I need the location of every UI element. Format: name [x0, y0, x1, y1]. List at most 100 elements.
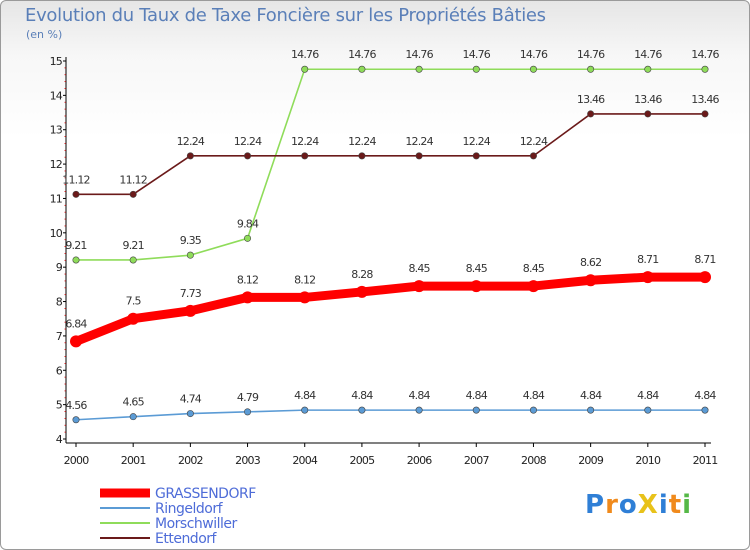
data-label-ettendorf: 12.24 — [463, 135, 491, 148]
data-label-grassendorf: 8.71 — [637, 253, 658, 266]
x-tick-label: 2009 — [578, 454, 604, 467]
data-point-ringeldorf — [529, 406, 537, 414]
data-label-grassendorf: 8.62 — [580, 256, 601, 269]
data-label-ringeldorf: 4.84 — [294, 389, 316, 402]
data-point-ringeldorf — [587, 406, 595, 414]
data-label-morschwiller: 14.76 — [634, 48, 662, 61]
data-label-grassendorf: 7.73 — [180, 287, 202, 300]
data-label-ringeldorf: 4.74 — [180, 393, 202, 406]
data-point-morschwiller — [72, 256, 80, 264]
data-point-morschwiller — [587, 65, 595, 73]
data-point-ettendorf — [472, 152, 480, 160]
legend-label-ringeldorf: Ringeldorf — [155, 501, 224, 517]
data-point-ettendorf — [129, 190, 137, 198]
data-point-ringeldorf — [301, 406, 309, 414]
data-point-morschwiller — [415, 65, 423, 73]
data-label-ettendorf: 12.24 — [520, 135, 548, 148]
data-point-morschwiller — [244, 234, 252, 242]
data-label-morschwiller: 14.76 — [291, 48, 319, 61]
x-tick-label: 2011 — [693, 454, 718, 467]
x-tick-label: 2008 — [521, 454, 547, 467]
data-label-grassendorf: 8.12 — [294, 273, 315, 286]
data-point-morschwiller — [129, 256, 137, 264]
series-line-grassendorf — [71, 272, 710, 346]
data-point-morschwiller — [644, 65, 652, 73]
proxiti-logo: ProXiti — [585, 490, 692, 520]
y-tick-label: 5 — [56, 399, 63, 412]
data-label-ringeldorf: 4.65 — [123, 396, 145, 409]
data-point-grassendorf — [298, 291, 311, 304]
y-tick-label: 14 — [50, 89, 63, 102]
y-tick-label: 9 — [56, 261, 63, 274]
data-point-ettendorf — [358, 152, 366, 160]
data-label-morschwiller: 9.21 — [65, 239, 86, 252]
data-point-grassendorf — [584, 274, 597, 287]
data-point-ringeldorf — [244, 408, 252, 416]
data-label-morschwiller: 14.76 — [348, 48, 376, 61]
data-label-grassendorf: 6.84 — [65, 317, 87, 330]
logo-letter: i — [682, 490, 693, 520]
data-point-grassendorf — [241, 291, 254, 304]
data-label-grassendorf: 7.5 — [126, 295, 142, 308]
data-point-ringeldorf — [358, 406, 366, 414]
logo-letter: t — [668, 490, 683, 520]
data-label-ringeldorf: 4.84 — [408, 389, 430, 402]
data-label-morschwiller: 9.35 — [180, 234, 202, 247]
legend-label-morschwiller: Morschwiller — [155, 516, 237, 532]
data-label-morschwiller: 14.76 — [405, 48, 433, 61]
data-label-ettendorf: 13.46 — [691, 93, 719, 106]
logo-letter: r — [605, 490, 619, 520]
data-label-ettendorf: 12.24 — [405, 135, 433, 148]
data-point-ringeldorf — [186, 410, 194, 418]
logo-letter: P — [585, 490, 606, 520]
data-label-grassendorf: 8.12 — [237, 273, 258, 286]
data-point-morschwiller — [701, 65, 709, 73]
legend-label-grassendorf: GRASSENDORF — [155, 486, 256, 502]
logo-letter: o — [618, 490, 638, 520]
data-point-ringeldorf — [701, 406, 709, 414]
y-tick-label: 8 — [56, 296, 63, 309]
data-point-ettendorf — [587, 110, 595, 118]
y-tick-label: 4 — [56, 433, 63, 446]
data-point-ettendorf — [244, 152, 252, 160]
data-label-morschwiller: 9.21 — [123, 239, 144, 252]
data-label-ringeldorf: 4.84 — [694, 389, 716, 402]
data-point-ettendorf — [301, 152, 309, 160]
data-point-ringeldorf — [72, 416, 80, 424]
data-label-ettendorf: 11.12 — [119, 173, 147, 186]
data-point-ettendorf — [529, 152, 537, 160]
x-tick-label: 2004 — [292, 454, 318, 467]
series-line-ettendorf — [75, 113, 706, 196]
data-point-ettendorf — [415, 152, 423, 160]
data-label-ringeldorf: 4.84 — [580, 389, 602, 402]
x-tick-label: 2002 — [178, 454, 203, 467]
data-point-grassendorf — [699, 271, 711, 284]
data-label-ringeldorf: 4.84 — [637, 389, 659, 402]
data-label-ettendorf: 12.24 — [234, 135, 262, 148]
data-point-grassendorf — [413, 280, 426, 293]
data-label-morschwiller: 14.76 — [577, 48, 605, 61]
data-point-morschwiller — [358, 65, 366, 73]
data-point-ettendorf — [644, 110, 652, 118]
data-point-grassendorf — [355, 285, 368, 298]
data-point-ringeldorf — [644, 406, 652, 414]
data-label-ringeldorf: 4.56 — [65, 399, 87, 412]
y-tick-label: 15 — [50, 55, 63, 68]
data-label-morschwiller: 14.76 — [691, 48, 719, 61]
data-point-grassendorf — [470, 280, 483, 293]
legend-label-ettendorf: Ettendorf — [155, 531, 218, 547]
data-point-morschwiller — [186, 251, 194, 259]
data-label-ettendorf: 13.46 — [577, 93, 605, 106]
data-label-grassendorf: 8.45 — [408, 262, 430, 275]
data-label-ettendorf: 12.24 — [177, 135, 205, 148]
data-label-ringeldorf: 4.84 — [351, 389, 373, 402]
data-label-ettendorf: 11.12 — [62, 173, 90, 186]
data-point-grassendorf — [184, 304, 197, 317]
series-line-ringeldorf — [75, 409, 706, 421]
chart-title: Evolution du Taux de Taxe Foncière sur l… — [25, 5, 546, 26]
x-tick-label: 2006 — [407, 454, 433, 467]
data-point-ringeldorf — [472, 406, 480, 414]
data-point-grassendorf — [127, 312, 140, 325]
data-label-ringeldorf: 4.84 — [523, 389, 545, 402]
